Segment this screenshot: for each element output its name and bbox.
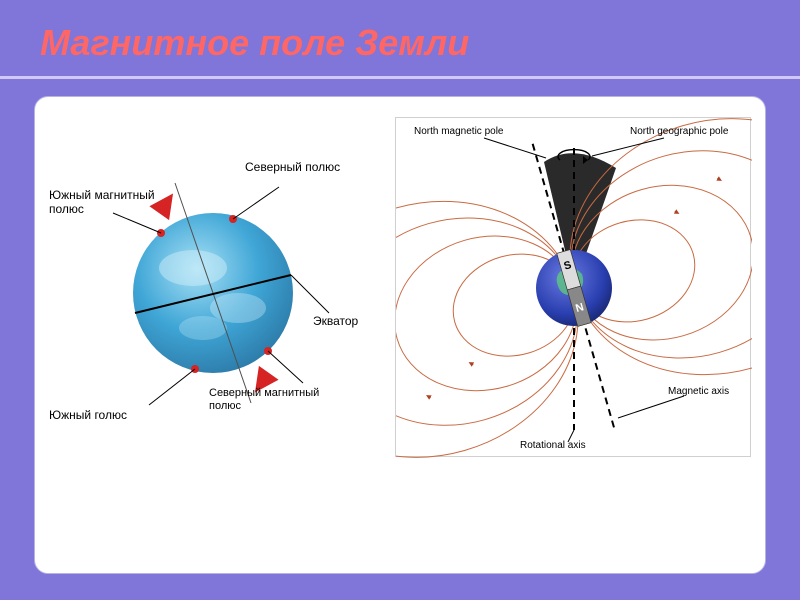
label-north-mag-pole2: полюс xyxy=(209,400,241,412)
label-south-mag-pole1: Южный магнитный xyxy=(49,189,155,202)
label-south-mag-pole2: полюс xyxy=(49,203,84,216)
label-mag-axis: Magnetic axis xyxy=(668,386,729,397)
label-equator: Экватор xyxy=(313,315,358,328)
diagram-left-globe: Северный полюс Южный магнитный полюс Экв… xyxy=(53,133,373,453)
slide: Магнитное поле Земли xyxy=(0,0,800,600)
diagram-right-field: S N North magnetic pole North geographic… xyxy=(395,117,751,457)
field-svg: S N xyxy=(396,118,752,458)
content-card: Северный полюс Южный магнитный полюс Экв… xyxy=(34,96,766,574)
label-rot-axis: Rotational axis xyxy=(520,440,586,451)
label-ngp: North geographic pole xyxy=(630,126,728,137)
label-nmp: North magnetic pole xyxy=(414,126,504,137)
label-south-pole: Южный голюс xyxy=(49,409,127,422)
title-underline xyxy=(0,76,800,79)
slide-title: Магнитное поле Земли xyxy=(40,22,469,64)
label-north-mag-pole1: Северный магнитный xyxy=(209,387,319,399)
label-north-pole: Северный полюс xyxy=(245,161,340,174)
